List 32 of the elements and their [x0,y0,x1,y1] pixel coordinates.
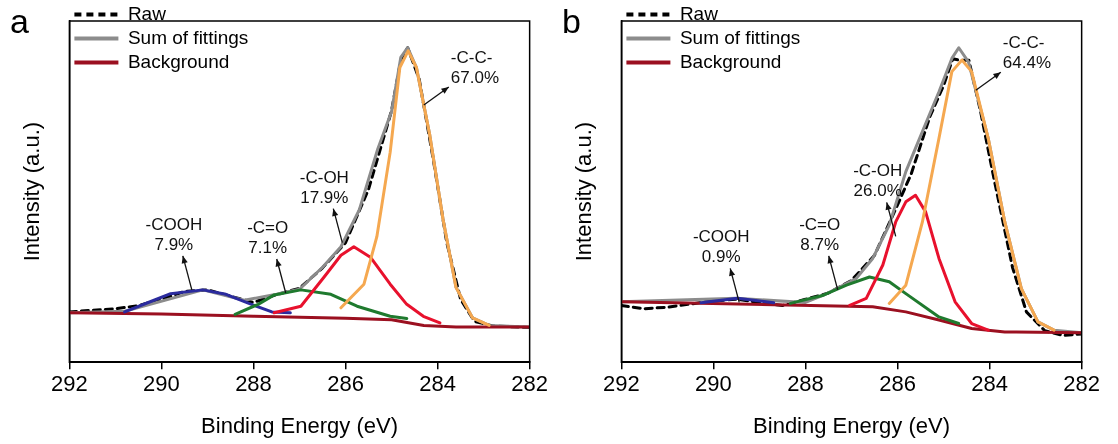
chart-title: a [10,2,29,41]
annotation: -C-C- 67.0% [450,47,499,87]
y-axis-title: Intensity (a.u.) [19,121,45,262]
x-tick-label: 290 [695,371,732,397]
x-axis-title: Binding Energy (eV) [753,412,950,438]
x-tick-label: 282 [1063,371,1101,397]
x-tick-label: 288 [235,371,272,397]
x-tick-label: 282 [511,371,549,397]
chart-title: b [562,2,581,41]
annotation: -COOH 7.9% [145,214,203,254]
annotation: -C-C- 64.4% [1002,33,1051,73]
annotation: -COOH 0.9% [692,227,750,267]
x-tick-label: 292 [603,371,640,397]
x-axis-title: Binding Energy (eV) [201,412,398,438]
legend-label: Sum of fittings [127,26,249,48]
x-tick-label: 292 [51,371,88,397]
annotation: -C-OH 17.9% [299,167,349,207]
legend-label: Background [679,50,782,72]
annotation: -C=O 7.1% [247,218,289,258]
legend-label: Raw [679,2,719,24]
annotation: -C=O 8.7% [799,214,841,254]
x-tick-label: 284 [419,371,456,397]
legend-label: Sum of fittings [679,26,801,48]
annotation: -C-OH 26.0% [853,161,903,201]
x-tick-label: 288 [787,371,824,397]
x-tick-label: 290 [143,371,180,397]
x-tick-label: 286 [327,371,364,397]
legend-label: Raw [127,2,167,24]
legend-label: Background [127,50,230,72]
y-axis-title: Intensity (a.u.) [571,121,597,262]
x-tick-label: 286 [879,371,916,397]
x-tick-label: 284 [971,371,1008,397]
